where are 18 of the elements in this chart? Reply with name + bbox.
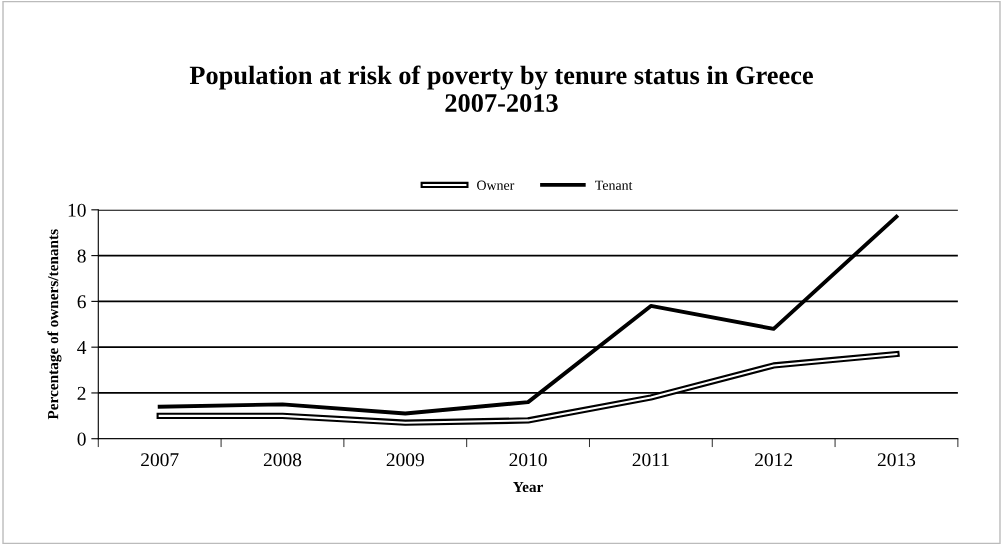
x-tick-label: 2007 bbox=[141, 453, 179, 467]
x-tick-label: 2010 bbox=[509, 453, 547, 467]
chart-title: Population at risk of poverty by tenure status in Greece 2007-2013 bbox=[189, 65, 813, 112]
y-tick-label: 4 bbox=[77, 341, 87, 354]
x-tick-label: 2013 bbox=[877, 453, 916, 467]
y-tick-label: 0 bbox=[77, 432, 86, 446]
x-tick-label: 2012 bbox=[755, 453, 793, 467]
x-tick-label: 2011 bbox=[632, 453, 669, 467]
legend-label: Tenant bbox=[595, 180, 633, 190]
legend-label: Owner bbox=[477, 180, 515, 190]
x-tick-label: 2008 bbox=[263, 453, 302, 467]
y-tick-label: 8 bbox=[77, 249, 86, 263]
y-tick-label: 2 bbox=[77, 386, 86, 400]
x-axis-title: Year bbox=[513, 481, 544, 493]
x-tick-label: 2009 bbox=[386, 453, 424, 467]
y-axis-title: Percentage of owners/tenants bbox=[47, 229, 62, 420]
y-tick-label: 6 bbox=[77, 295, 86, 309]
y-tick-label: 10 bbox=[68, 203, 86, 217]
